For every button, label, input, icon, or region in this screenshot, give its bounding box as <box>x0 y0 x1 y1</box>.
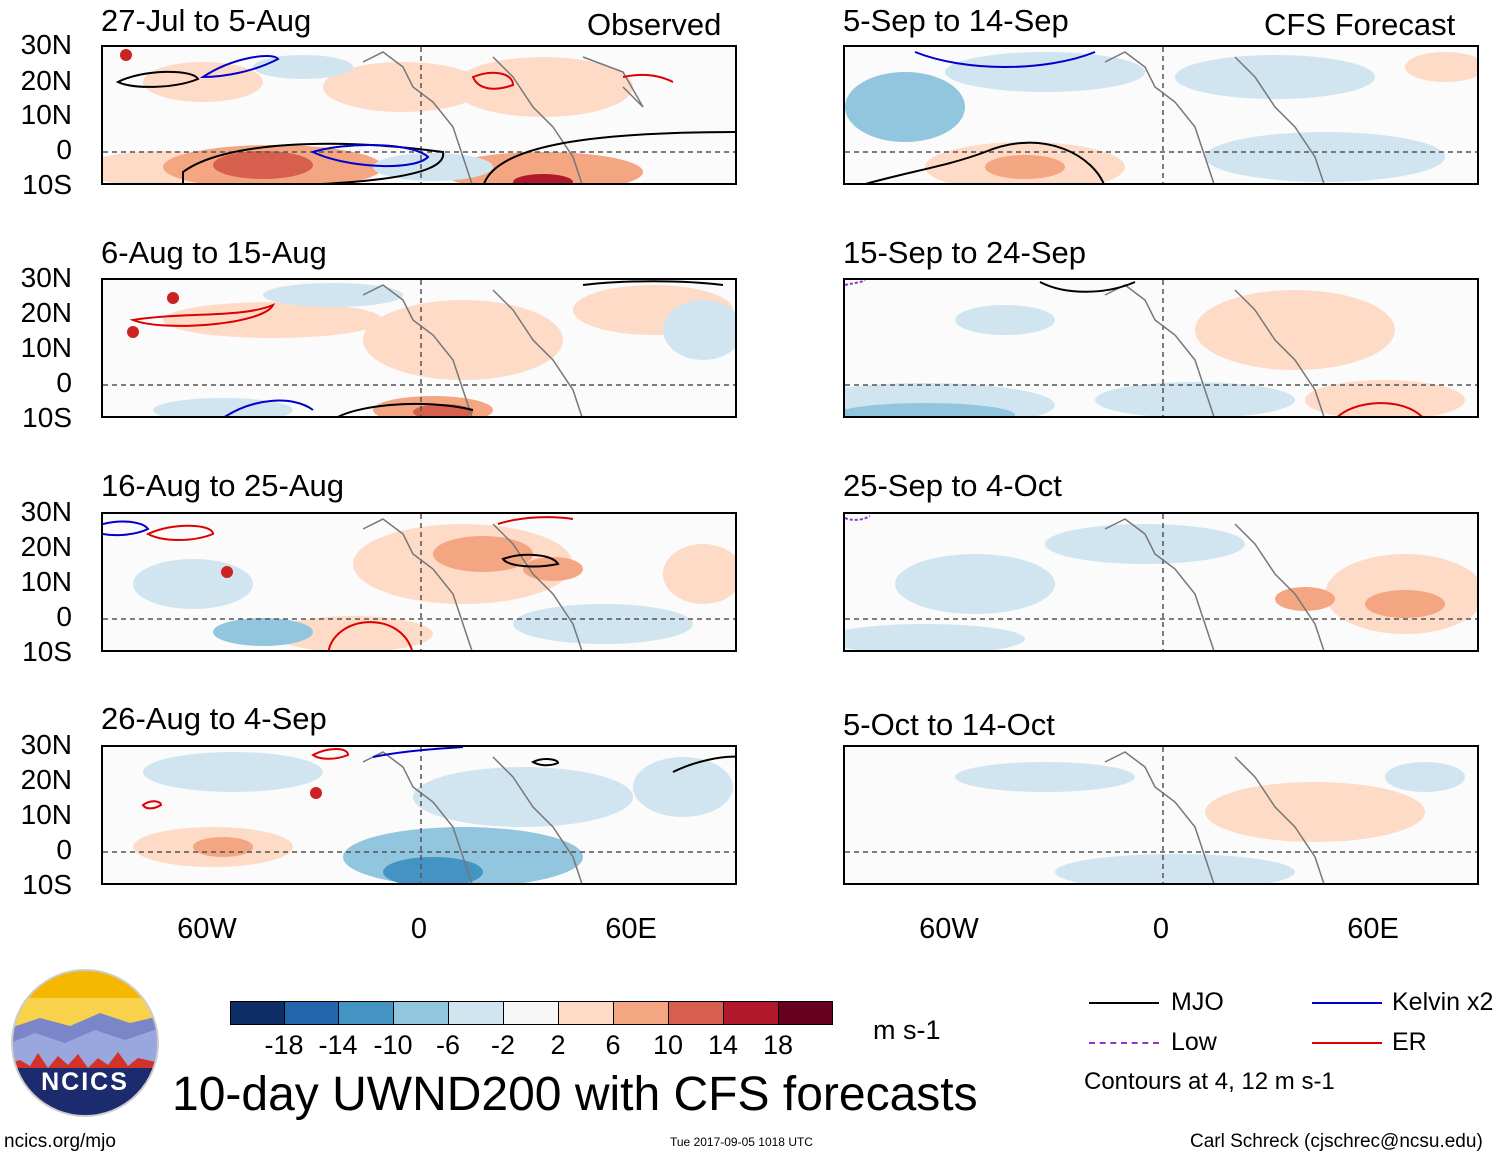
colorbar-label: 18 <box>762 1030 794 1060</box>
logo-text: NCICS <box>41 1068 129 1096</box>
y-tick-label: 10S <box>22 169 72 200</box>
legend-label: Kelvin x2 <box>1392 988 1494 1016</box>
map-panel <box>843 278 1479 418</box>
ncics-logo: NCICS <box>10 968 160 1118</box>
colorbar-label: 10 <box>652 1030 684 1060</box>
colorbar-label: -2 <box>490 1030 516 1060</box>
y-tick-label: 10S <box>22 869 72 900</box>
y-tick-label: 10N <box>20 566 72 597</box>
u-wind-field <box>845 280 1477 416</box>
y-tick-label: 0 <box>56 134 72 165</box>
panel-title: 6-Aug to 15-Aug <box>101 235 327 270</box>
y-tick-label: 20N <box>20 297 72 328</box>
y-tick-label: 10N <box>20 332 72 363</box>
colorbar-cell <box>338 1001 394 1025</box>
map-panel <box>843 745 1479 885</box>
y-tick-label: 30N <box>20 729 72 760</box>
footer-site-link[interactable]: ncics.org/mjo <box>4 1131 116 1152</box>
contour-note: Contours at 4, 12 m s-1 <box>1084 1068 1335 1095</box>
map-panel <box>843 512 1479 652</box>
map-panel <box>101 45 737 185</box>
colorbar-cell <box>778 1001 833 1025</box>
footer-author: Carl Schreck (cjschrec@ncsu.edu) <box>1190 1131 1483 1152</box>
logo-mountains-icon <box>11 969 159 1117</box>
colorbar-cell <box>284 1001 339 1025</box>
colorbar-cell <box>613 1001 669 1025</box>
u-wind-field <box>103 280 735 416</box>
x-tick-label: 60E <box>1347 913 1399 945</box>
y-tick-label: 0 <box>56 834 72 865</box>
u-wind-field <box>845 514 1477 650</box>
u-wind-field <box>103 47 735 183</box>
u-wind-field <box>845 747 1477 883</box>
y-tick-label: 20N <box>20 65 72 96</box>
x-tick-label: 60E <box>605 913 657 945</box>
panel-title: 26-Aug to 4-Sep <box>101 701 327 736</box>
colorbar-cell <box>503 1001 559 1025</box>
u-wind-field <box>103 747 735 883</box>
colorbar-cell <box>230 1001 285 1025</box>
panel-title: 15-Sep to 24-Sep <box>843 235 1087 270</box>
x-tick-label: 0 <box>410 913 428 945</box>
y-tick-label: 30N <box>20 496 72 527</box>
colorbar-label: 6 <box>605 1030 621 1060</box>
x-tick-label: 60W <box>177 913 237 945</box>
y-tick-label: 0 <box>56 601 72 632</box>
colorbar-cell <box>558 1001 614 1025</box>
map-panel <box>101 745 737 885</box>
colorbar-label: 2 <box>550 1030 566 1060</box>
legend-swatch <box>1089 1042 1159 1044</box>
u-wind-field <box>845 47 1477 183</box>
map-panel <box>101 278 737 418</box>
observed-label: Observed <box>587 7 722 42</box>
legend-label: ER <box>1392 1028 1427 1056</box>
y-tick-label: 30N <box>20 262 72 293</box>
y-tick-label: 20N <box>20 764 72 795</box>
cfs-forecast-label: CFS Forecast <box>1264 7 1456 42</box>
panel-title: 5-Sep to 14-Sep <box>843 3 1069 38</box>
legend-label: MJO <box>1171 988 1224 1016</box>
colorbar-label: -14 <box>318 1030 358 1060</box>
map-panel <box>101 512 737 652</box>
colorbar-label: -6 <box>435 1030 461 1060</box>
map-panel <box>843 45 1479 185</box>
colorbar-cell <box>668 1001 724 1025</box>
y-tick-label: 0 <box>56 367 72 398</box>
y-tick-label: 10S <box>22 636 72 667</box>
y-tick-label: 10S <box>22 402 72 433</box>
colorbar-label: 14 <box>707 1030 739 1060</box>
legend-swatch <box>1312 1042 1382 1044</box>
panel-title: 27-Jul to 5-Aug <box>101 3 312 38</box>
y-tick-label: 10N <box>20 799 72 830</box>
legend-label: Low <box>1171 1028 1217 1056</box>
legend-swatch <box>1089 1002 1159 1004</box>
colorbar-cell <box>448 1001 504 1025</box>
colorbar-label: -18 <box>264 1030 304 1060</box>
legend-swatch <box>1312 1002 1382 1004</box>
main-title: 10-day UWND200 with CFS forecasts <box>172 1068 978 1121</box>
panel-title: 5-Oct to 14-Oct <box>843 707 1055 742</box>
panel-title: 16-Aug to 25-Aug <box>101 468 345 503</box>
x-tick-label: 60W <box>919 913 979 945</box>
colorbar-label: -10 <box>373 1030 413 1060</box>
colorbar-cell <box>393 1001 449 1025</box>
u-wind-field <box>103 514 735 650</box>
colorbar-cell <box>723 1001 779 1025</box>
y-tick-label: 10N <box>20 99 72 130</box>
panel-title: 25-Sep to 4-Oct <box>843 468 1062 503</box>
x-tick-label: 0 <box>1152 913 1170 945</box>
footer-timestamp: Tue 2017-09-05 1018 UTC <box>670 1135 813 1149</box>
y-tick-label: 20N <box>20 531 72 562</box>
y-tick-label: 30N <box>20 29 72 60</box>
colorbar-units: m s-1 <box>873 1015 941 1045</box>
